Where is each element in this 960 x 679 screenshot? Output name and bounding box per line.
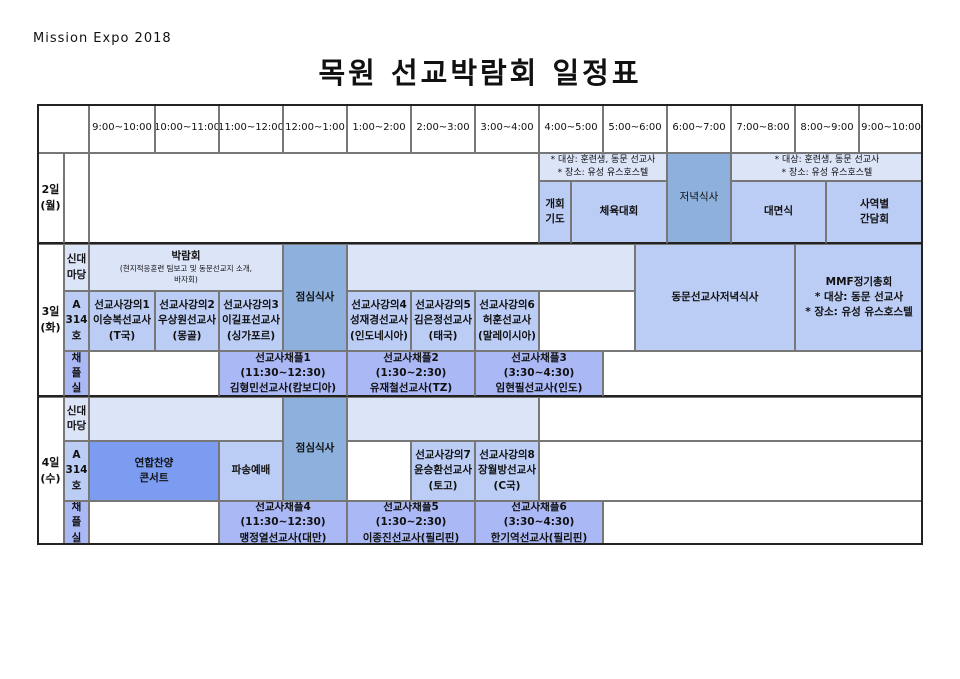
event-cell: 체육대회 (571, 181, 667, 244)
chapel-cell: 선교사채플4 (11:30~12:30) 맹정열선교사(대만) (219, 501, 347, 545)
empty-cell (347, 244, 635, 291)
room-label: A 314 호 (64, 291, 89, 351)
empty-cell (603, 351, 923, 397)
event-cell: 저녁식사 (667, 153, 731, 244)
time-header: 9:00~10:00 (859, 104, 923, 153)
chapel-cell: 선교사채플2 (1:30~2:30) 유재철선교사(TZ) (347, 351, 475, 397)
time-header: 4:00~5:00 (539, 104, 603, 153)
lecture-cell: 선교사강의1 이승복선교사 (T국) (89, 291, 155, 351)
empty-cell (539, 441, 923, 501)
lecture-cell: 선교사강의8 장월방선교사 (C국) (475, 441, 539, 501)
event-cell: 사역별 간담회 (826, 181, 923, 244)
lunch-cell: 점심식사 (283, 244, 347, 351)
room-label: 신대 마당 (64, 397, 89, 441)
event-cell: MMF정기총회 * 대상: 동문 선교사 * 장소: 유성 유스호스텔 (795, 244, 923, 351)
time-header: 11:00~12:00 (219, 104, 283, 153)
expo-cell: 박람회 (현지적응훈련 팀보고 및 동문선교지 소개, 바자회) (89, 244, 283, 291)
empty-cell (89, 351, 219, 397)
time-header: 3:00~4:00 (475, 104, 539, 153)
lecture-cell: 선교사강의2 우상원선교사 (몽골) (155, 291, 219, 351)
room-cell (64, 153, 89, 244)
time-header: 8:00~9:00 (795, 104, 859, 153)
note-cell: * 대상: 훈련생, 동문 선교사 * 장소: 유성 유스호스텔 (539, 153, 667, 181)
empty-cell (347, 397, 539, 441)
lecture-cell: 선교사강의3 이길표선교사 (싱가포르) (219, 291, 283, 351)
lecture-cell: 선교사강의4 성재경선교사 (인도네시아) (347, 291, 411, 351)
lunch-cell: 점심식사 (283, 397, 347, 501)
time-header: 9:00~10:00 (89, 104, 155, 153)
lecture-cell: 선교사강의6 허훈선교사 (말레이시아) (475, 291, 539, 351)
time-header: 7:00~8:00 (731, 104, 795, 153)
table-border (37, 104, 923, 545)
expo-title: 박람회 (171, 250, 201, 263)
expo-subtitle: (현지적응훈련 팀보고 및 동문선교지 소개, 바자회) (119, 264, 253, 285)
room-label: 신대 마당 (64, 244, 89, 291)
time-header: 10:00~11:00 (155, 104, 219, 153)
empty-cell (347, 441, 411, 501)
brand-text: Mission Expo 2018 (33, 31, 172, 46)
lecture-cell: 선교사강의5 김은정선교사 (태국) (411, 291, 475, 351)
event-cell: 개회 기도 (539, 181, 571, 244)
empty-cell (539, 397, 923, 441)
room-label: A 314 호 (64, 441, 89, 501)
chapel-cell: 선교사채플6 (3:30~4:30) 한기역선교사(필리핀) (475, 501, 603, 545)
chapel-cell: 선교사채플1 (11:30~12:30) 김형민선교사(캄보디아) (219, 351, 347, 397)
empty-cell (539, 291, 635, 351)
page-title: 목원 선교박람회 일정표 (318, 56, 642, 90)
empty-cell (89, 153, 539, 244)
time-header: 2:00~3:00 (411, 104, 475, 153)
event-cell: 동문선교사저녁식사 (635, 244, 795, 351)
event-cell: 대면식 (731, 181, 826, 244)
room-label: 채 플 실 (64, 351, 89, 397)
empty-cell (89, 397, 283, 441)
event-cell: 파송예배 (219, 441, 283, 501)
note-cell: * 대상: 훈련생, 동문 선교사 * 장소: 유성 유스호스텔 (731, 153, 923, 181)
lecture-cell: 선교사강의7 윤승환선교사 (토고) (411, 441, 475, 501)
chapel-cell: 선교사채플3 (3:30~4:30) 임현필선교사(인도) (475, 351, 603, 397)
concert-cell: 연합찬양 콘서트 (89, 441, 219, 501)
chapel-cell: 선교사채플5 (1:30~2:30) 이종진선교사(필리핀) (347, 501, 475, 545)
empty-cell (89, 501, 219, 545)
